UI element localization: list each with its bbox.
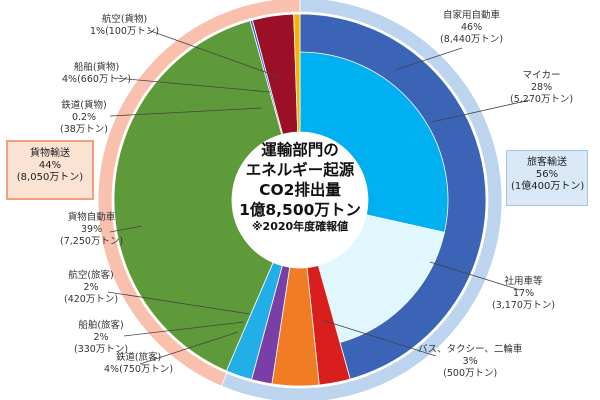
label-rail-freight-amount: (38万トン) <box>60 124 109 135</box>
freight-label: 貨物輸送 <box>30 148 70 159</box>
label-my-car-name: マイカー <box>522 70 561 81</box>
label-company-car: 社用車等 17% (3,170万トン) <box>492 276 555 312</box>
label-ship-passenger-amount: (330万トン) <box>74 344 129 355</box>
label-private-car: 自家用自動車 46% (8,440万トン) <box>440 10 503 46</box>
label-ship-freight-percent: 4% <box>62 74 78 85</box>
label-air-freight-name: 航空(貨物) <box>101 14 148 25</box>
label-air-freight: 航空(貨物) 1%(100万トン) <box>90 14 159 38</box>
label-company-car-percent: 17% <box>512 288 535 299</box>
leader-line-8 <box>109 107 263 117</box>
label-ship-passenger: 船舶(旅客) 2% (330万トン) <box>74 320 128 356</box>
label-ship-passenger-percent: 2% <box>93 332 109 343</box>
label-company-car-name: 社用車等 <box>504 276 543 287</box>
label-private-car-amount: (8,440万トン) <box>440 34 504 45</box>
label-company-car-amount: (3,170万トン) <box>492 300 556 311</box>
leader-line-1 <box>431 99 531 123</box>
inner-ring-slice-7 <box>113 20 283 372</box>
leader-line-6 <box>107 291 251 315</box>
label-my-car-percent: 28% <box>530 82 553 93</box>
label-air-passenger-name: 航空(旅客) <box>68 270 114 281</box>
label-bus-taxi-name: バス、タクシー、二輪車 <box>418 344 523 355</box>
leader-line-4 <box>139 331 239 365</box>
center-line-3: CO2排出量 <box>259 181 341 199</box>
label-truck-name: 貨物自動車 <box>67 212 116 223</box>
label-rail-passenger-percent: 4% <box>104 364 120 375</box>
label-air-passenger-percent: 2% <box>83 282 99 293</box>
label-air-passenger: 航空(旅客) 2% (420万トン) <box>64 270 118 306</box>
passenger-amount: (1億400万トン) <box>511 181 585 192</box>
label-bus-taxi: バス、タクシー、二輪車 3% (500万トン) <box>418 344 522 380</box>
label-bus-taxi-amount: (500万トン) <box>443 368 498 379</box>
label-ship-freight-amount: (660万トン) <box>77 74 132 85</box>
label-rail-freight: 鉄道(貨物) 0.2% (38万トン) <box>60 100 108 136</box>
label-rail-passenger-value: 4%(750万トン) <box>104 364 173 376</box>
freight-summary-box: 貨物輸送 44% (8,050万トン) <box>6 140 94 200</box>
freight-percent: 44% <box>38 160 62 171</box>
passenger-label: 旅客輸送 <box>527 157 567 168</box>
inner-sub-slice-1 <box>317 214 445 344</box>
label-bus-taxi-percent: 3% <box>462 356 478 367</box>
passenger-summary-box: 旅客輸送 56% (1億400万トン) <box>506 150 588 206</box>
leader-line-10 <box>147 29 283 79</box>
label-ship-freight-value: 4%(660万トン) <box>62 74 131 86</box>
label-my-car-amount: (5,270万トン) <box>510 94 574 105</box>
leader-line-0 <box>394 47 463 71</box>
center-hole <box>234 134 366 266</box>
label-ship-passenger-name: 船舶(旅客) <box>78 320 124 331</box>
center-line-2: エネルギー起源 <box>245 161 355 179</box>
label-rail-passenger: 鉄道(旅客) 4%(750万トン) <box>104 352 173 376</box>
label-private-car-percent: 46% <box>460 22 483 33</box>
label-private-car-name: 自家用自動車 <box>443 10 501 21</box>
label-air-passenger-amount: (420万トン) <box>64 294 119 305</box>
label-air-freight-percent: 1% <box>90 26 106 37</box>
label-rail-freight-name: 鉄道(貨物) <box>61 100 107 111</box>
leader-line-9 <box>115 77 271 93</box>
label-rail-freight-percent: 0.2% <box>71 112 97 123</box>
center-line-4: 1億8,500万トン <box>239 201 361 219</box>
label-my-car: マイカー 28% (5,270万トン) <box>510 70 573 106</box>
label-ship-freight: 船舶(貨物) 4%(660万トン) <box>62 62 131 86</box>
inner-ring-slice-10 <box>293 13 301 133</box>
inner-sub-slice-0 <box>299 51 449 233</box>
freight-amount: (8,050万トン) <box>16 172 84 183</box>
label-rail-passenger-amount: (750万トン) <box>119 364 174 375</box>
label-truck: 貨物自動車 39% (7,250万トン) <box>60 212 123 248</box>
outer-ring-slice-1 <box>97 0 301 387</box>
center-line-5: ※2020年度確報値 <box>251 220 349 233</box>
leader-line-2 <box>429 261 521 291</box>
label-rail-passenger-name: 鉄道(旅客) <box>115 352 162 363</box>
center-title: 運輸部門の エネルギー起源 CO2排出量 1億8,500万トン ※2020年度確… <box>220 140 380 234</box>
label-truck-amount: (7,250万トン) <box>60 236 124 247</box>
leader-line-7 <box>109 225 143 233</box>
passenger-percent: 56% <box>535 169 559 180</box>
center-line-1: 運輸部門の <box>261 141 339 159</box>
leader-line-5 <box>123 321 245 337</box>
label-air-freight-value: 1%(100万トン) <box>90 26 159 38</box>
label-air-freight-amount: (100万トン) <box>105 26 160 37</box>
label-ship-freight-name: 船舶(貨物) <box>73 62 120 73</box>
label-truck-percent: 39% <box>80 224 103 235</box>
leader-line-3 <box>321 319 437 357</box>
